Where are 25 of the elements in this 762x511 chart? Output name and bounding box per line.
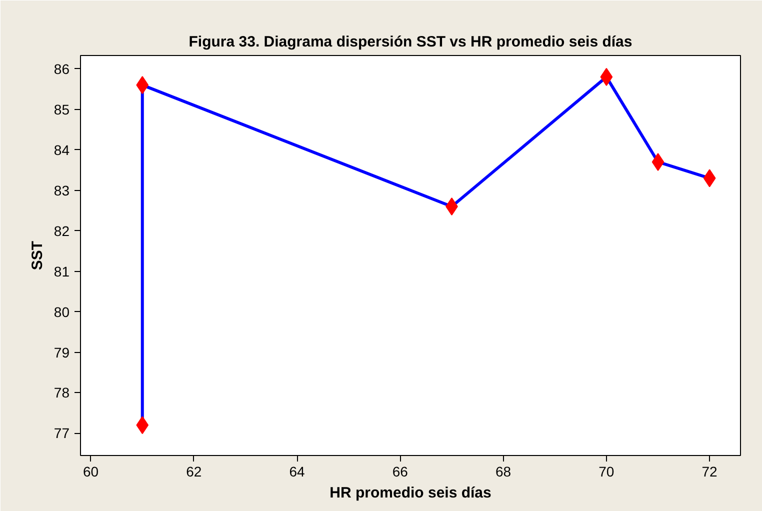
y-tick-label: 78 — [54, 384, 70, 401]
point — [136, 76, 149, 94]
chart-title: Figura 33. Diagrama dispersión SST vs HR promedio seis días — [188, 34, 632, 50]
point — [652, 152, 664, 171]
x-tick-label: 62 — [186, 464, 202, 480]
point — [703, 169, 716, 188]
y-tick-label: 85 — [54, 101, 70, 118]
x-tick-label: 64 — [289, 464, 306, 480]
x-tick-label: 70 — [598, 464, 614, 480]
y-tick-label: 80 — [54, 304, 70, 320]
point — [136, 416, 149, 434]
y-tick-label: 79 — [54, 344, 70, 360]
y-tick-label: 77 — [54, 425, 70, 442]
y-tick-label: 81 — [54, 263, 70, 280]
x-tick-label: 72 — [702, 464, 718, 480]
x-tick-label: 60 — [83, 464, 99, 480]
point — [600, 68, 613, 86]
y-tick-label: 83 — [54, 182, 70, 198]
x-axis-title: HR promedio seis días — [330, 484, 492, 502]
y-axis-title: SST — [28, 240, 46, 270]
x-tick-label: 66 — [392, 464, 408, 480]
y-tick-label: 82 — [54, 222, 70, 239]
x-tick-label: 68 — [496, 464, 512, 480]
y-tick-label: 86 — [54, 60, 70, 77]
y-tick-label: 84 — [54, 142, 70, 158]
